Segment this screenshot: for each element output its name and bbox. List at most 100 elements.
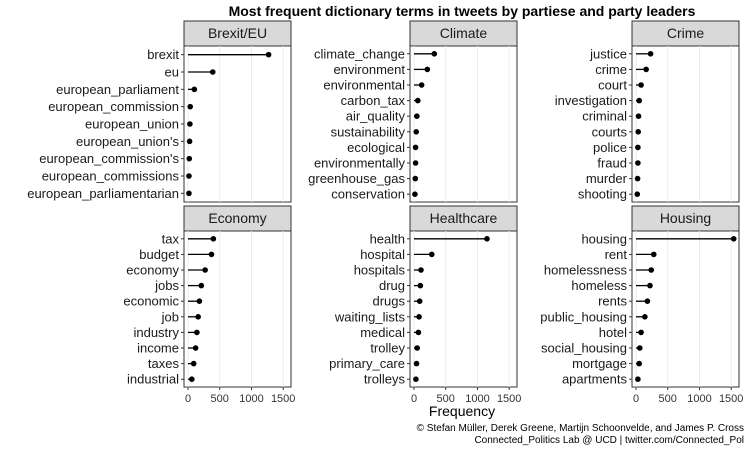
category-label: environment xyxy=(333,62,405,77)
category-label: health xyxy=(370,231,405,246)
lollipop-point xyxy=(208,251,215,258)
x-tick-label: 1000 xyxy=(465,393,489,405)
x-tick-label: 500 xyxy=(659,393,677,405)
lollipop-point xyxy=(416,298,423,305)
lollipop-point xyxy=(186,190,192,197)
lollipop-point xyxy=(414,345,420,351)
lollipop-point xyxy=(418,267,424,273)
category-label: air_quality xyxy=(346,109,406,124)
category-label: income xyxy=(137,341,179,356)
lollipop-point xyxy=(428,251,435,258)
lollipop-point xyxy=(636,360,642,367)
lollipop-point xyxy=(412,191,418,197)
category-label: eu xyxy=(165,65,179,80)
x-tick-label: 0 xyxy=(633,393,639,405)
category-label: rents xyxy=(598,294,627,309)
category-label: conservation xyxy=(331,187,405,202)
lollipop-point xyxy=(192,345,199,351)
lollipop-point xyxy=(634,175,641,182)
category-label: european_union's xyxy=(76,134,179,149)
lollipop-point xyxy=(209,69,216,75)
lollipop-point xyxy=(198,282,205,289)
lollipop-point xyxy=(644,298,651,305)
category-label: courts xyxy=(592,124,628,139)
lollipop-point xyxy=(412,144,419,151)
lollipop-point xyxy=(415,97,421,104)
panel-plot-area xyxy=(631,45,740,203)
panel-strip-label: Brexit/EU xyxy=(208,25,267,41)
category-label: european_commission xyxy=(48,99,179,114)
lollipop-point xyxy=(189,376,195,383)
x-tick-label: 500 xyxy=(437,393,455,405)
lollipop-point xyxy=(413,360,420,367)
category-label: criminal xyxy=(582,109,627,124)
lollipop-point xyxy=(635,144,641,151)
lollipop-point xyxy=(414,113,420,119)
category-label: environmentally xyxy=(314,156,406,171)
category-label: ecological xyxy=(347,140,405,155)
category-label: court xyxy=(598,78,627,93)
category-label: social_housing xyxy=(541,341,627,356)
lollipop-point xyxy=(186,173,192,179)
category-label: industry xyxy=(133,325,179,340)
lollipop-point xyxy=(195,314,201,320)
category-label: drug xyxy=(379,278,405,293)
lollipop-point xyxy=(635,160,641,166)
caption-line-2: Connected_Politics Lab @ UCD | twitter.c… xyxy=(474,435,744,446)
lollipop-point xyxy=(191,86,198,93)
panel-climate: Climateclimate_changeenvironmentenvironm… xyxy=(308,20,518,203)
category-label: primary_care xyxy=(329,356,405,371)
category-label: apartments xyxy=(562,372,628,387)
caption-line-1: © Stefan Müller, Derek Greene, Martijn S… xyxy=(417,423,744,434)
panel-strip xyxy=(631,20,740,47)
lollipop-point xyxy=(194,329,200,336)
lollipop-point xyxy=(424,66,431,73)
category-label: rent xyxy=(605,247,628,262)
lollipop-point xyxy=(412,175,419,182)
panel-plot-area xyxy=(631,230,740,388)
panel-healthcare: Healthcare healthhospitalhospitalsdrugdru… xyxy=(329,205,521,405)
chart-title: Most frequent dictionary terms in tweets… xyxy=(229,3,696,19)
lollipop-point xyxy=(265,51,272,58)
category-label: climate_change xyxy=(314,46,405,61)
panel-strip-label: Crime xyxy=(667,25,705,41)
category-label: taxes xyxy=(148,356,180,371)
panel-economy: Economytaxbudgeteconomyjobseconomicjobin… xyxy=(123,205,295,405)
category-label: trolleys xyxy=(364,372,406,387)
x-tick-label: 1500 xyxy=(497,393,521,405)
lollipop-point xyxy=(637,345,643,351)
lollipop-point xyxy=(210,236,217,242)
panels: Brexit/EU brexit eu european_parliamenteuro… xyxy=(27,20,743,405)
panel-plot-area xyxy=(183,45,292,203)
lollipop-point xyxy=(196,298,203,305)
lollipop-point xyxy=(413,129,420,135)
panel-strip-label: Healthcare xyxy=(430,210,498,226)
lollipop-point xyxy=(635,113,642,119)
category-label: homelessness xyxy=(544,263,628,278)
category-label: european_commissions xyxy=(42,169,180,184)
lollipop-point xyxy=(638,329,644,336)
lollipop-point xyxy=(638,82,644,88)
category-label: hospitals xyxy=(354,263,406,278)
lollipop-point xyxy=(187,121,193,127)
lollipop-point xyxy=(634,191,641,197)
category-label: homeless xyxy=(571,278,627,293)
lollipop-point xyxy=(650,251,657,258)
lollipop-point xyxy=(416,314,422,320)
lollipop-point xyxy=(647,51,654,57)
category-label: job xyxy=(161,309,179,324)
lollipop-point xyxy=(412,160,419,166)
lollipop-point xyxy=(190,360,197,367)
x-tick-label: 1500 xyxy=(719,393,743,405)
lollipop-point xyxy=(431,51,438,57)
category-label: european_union xyxy=(85,117,179,132)
panel-strip xyxy=(183,205,292,232)
category-label: jobs xyxy=(154,278,179,293)
category-label: economy xyxy=(126,263,179,278)
category-label: justice xyxy=(589,46,627,61)
x-axis-label: Frequency xyxy=(429,403,495,419)
lollipop-point xyxy=(186,138,193,145)
category-label: murder xyxy=(586,171,628,186)
category-label: hospital xyxy=(360,247,405,262)
